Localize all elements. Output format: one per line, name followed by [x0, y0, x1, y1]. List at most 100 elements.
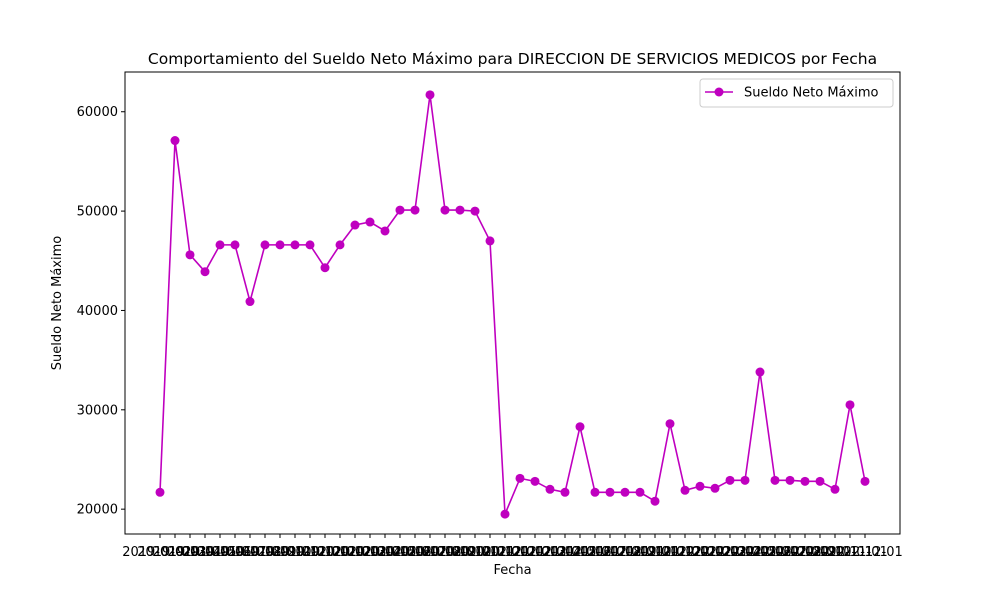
x-tick-label: 2022-11-01	[812, 545, 888, 560]
data-point	[650, 496, 660, 506]
legend: Sueldo Neto Máximo	[699, 78, 894, 108]
x-tick-label: 2020-04-01	[347, 545, 423, 560]
data-point	[845, 400, 855, 410]
x-tick-label: 2022-06-01	[737, 545, 813, 560]
x-tick-label: 2019-09-01	[242, 545, 318, 560]
x-tick-label: 2021-04-01	[527, 545, 603, 560]
data-point	[170, 136, 180, 146]
x-tick-label: 2022-05-01	[722, 545, 798, 560]
x-tick-label: 2021-12-01	[647, 545, 723, 560]
data-point	[230, 240, 240, 250]
x-tick-label: 2020-03-01	[332, 545, 408, 560]
x-tick-label: 2019-12-01	[287, 545, 363, 560]
data-point	[215, 240, 225, 250]
x-tick-label: 2022-09-01	[782, 545, 858, 560]
x-tick-label: 2021-09-01	[602, 545, 678, 560]
x-tick-label: 2019-11-01	[272, 545, 348, 560]
data-point	[350, 220, 360, 230]
series-layer	[155, 90, 870, 519]
data-point	[155, 487, 165, 497]
data-point	[635, 487, 645, 497]
x-tick-label: 2021-01-01	[482, 545, 558, 560]
data-point	[605, 487, 615, 497]
data-point	[290, 240, 300, 250]
x-axis-title: Fecha	[493, 563, 531, 578]
legend-point-marker	[714, 87, 724, 97]
data-point	[275, 240, 285, 250]
data-point	[740, 475, 750, 485]
x-tick-label: 2019-07-01	[212, 545, 288, 560]
data-point	[395, 205, 405, 215]
x-tick-label: 2020-05-01	[362, 545, 438, 560]
data-point	[380, 226, 390, 236]
data-point	[260, 240, 270, 250]
x-tick-label: 2020-08-01	[407, 545, 483, 560]
x-tick-label: 2021-03-01	[512, 545, 588, 560]
data-point	[455, 205, 465, 215]
x-tick-label: 2021-05-01	[542, 545, 618, 560]
data-point	[245, 297, 255, 307]
data-point	[830, 484, 840, 494]
data-point	[680, 485, 690, 495]
x-tick-label: 2022-04-01	[707, 545, 783, 560]
data-point	[725, 475, 735, 485]
x-tick-label: 2021-07-01	[572, 545, 648, 560]
data-point	[815, 476, 825, 486]
data-point	[710, 483, 720, 493]
data-point	[515, 473, 525, 483]
data-point	[785, 475, 795, 485]
data-point	[575, 422, 585, 432]
legend-label: Sueldo Neto Máximo	[744, 86, 878, 101]
y-tick-label: 40000	[77, 304, 118, 319]
x-tick-label: 2020-07-01	[392, 545, 468, 560]
data-point	[545, 484, 555, 494]
y-tick-label: 50000	[77, 205, 118, 220]
legend-box	[699, 78, 894, 108]
x-tick-label: 2019-04-01	[167, 545, 243, 560]
y-tick-label: 20000	[77, 503, 118, 518]
x-tick-label: 2019-01-01	[122, 545, 198, 560]
data-point	[500, 509, 510, 519]
x-tick-label: 2019-10-01	[257, 545, 333, 560]
data-point	[560, 487, 570, 497]
y-axis: 20000 30000 40000 50000 60000	[77, 105, 125, 518]
x-tick-label: 2022-12-01	[827, 545, 903, 560]
data-point	[530, 476, 540, 486]
x-tick-label: 2020-09-01	[422, 545, 498, 560]
data-point	[425, 90, 435, 100]
y-axis-title: Sueldo Neto Máximo	[50, 236, 65, 370]
x-tick-label: 2020-10-01	[437, 545, 513, 560]
data-point	[800, 476, 810, 486]
x-tick-label: 2022-08-01	[767, 545, 843, 560]
data-point	[200, 267, 210, 277]
chart-title: Comportamiento del Sueldo Neto Máximo pa…	[148, 50, 877, 68]
data-point	[620, 487, 630, 497]
x-tick-label: 2022-10-01	[797, 545, 873, 560]
x-tick-label: 2021-10-01	[617, 545, 693, 560]
x-tick-label: 2021-08-01	[587, 545, 663, 560]
x-tick-label: 2022-07-01	[752, 545, 828, 560]
plot-area	[124, 71, 901, 535]
x-tick-label: 2020-06-01	[377, 545, 453, 560]
x-tick-label: 2020-12-01	[467, 545, 543, 560]
data-point	[470, 206, 480, 216]
x-tick-label: 2019-06-01	[197, 545, 273, 560]
x-tick-label: 2019-02-01	[137, 545, 213, 560]
data-point	[485, 236, 495, 246]
x-tick-label: 2021-11-01	[632, 545, 708, 560]
x-tick-label: 2022-02-01	[677, 545, 753, 560]
x-tick-label: 2019-05-01	[182, 545, 258, 560]
data-point	[335, 240, 345, 250]
data-point	[365, 217, 375, 227]
data-point	[410, 205, 420, 215]
data-point	[755, 367, 765, 377]
data-point	[770, 475, 780, 485]
data-point	[320, 263, 330, 273]
x-tick-label: 2021-06-01	[557, 545, 633, 560]
x-tick-label: 2020-01-01	[302, 545, 378, 560]
x-tick-label: 2020-02-01	[317, 545, 393, 560]
x-tick-label: 2022-03-01	[692, 545, 768, 560]
x-axis: 2019-01-012019-02-012019-03-012019-04-01…	[122, 534, 903, 560]
y-tick-label: 30000	[77, 403, 118, 418]
